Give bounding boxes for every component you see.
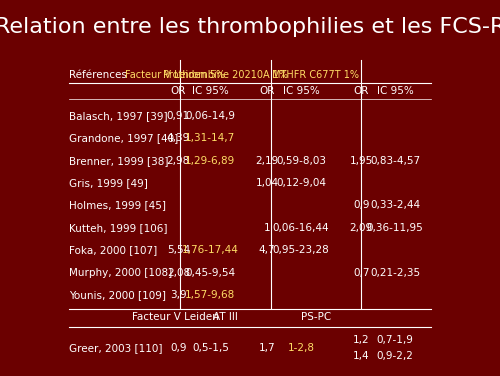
Text: IC 95%: IC 95% bbox=[377, 86, 414, 96]
Text: 1,4: 1,4 bbox=[353, 351, 370, 361]
Text: 2,98: 2,98 bbox=[166, 156, 190, 165]
Text: 5,54: 5,54 bbox=[166, 246, 190, 255]
Text: 1,76-17,44: 1,76-17,44 bbox=[182, 246, 239, 255]
Text: 1,29-6,89: 1,29-6,89 bbox=[186, 156, 236, 165]
Text: 4,7: 4,7 bbox=[258, 246, 276, 255]
Text: 1,57-9,68: 1,57-9,68 bbox=[186, 290, 236, 300]
Text: 0,7: 0,7 bbox=[353, 268, 370, 278]
Text: 3,9: 3,9 bbox=[170, 290, 186, 300]
Text: Références: Références bbox=[69, 70, 127, 80]
Text: 4,39: 4,39 bbox=[166, 133, 190, 143]
Text: 2,08: 2,08 bbox=[167, 268, 190, 278]
Text: Brenner, 1999 [38]: Brenner, 1999 [38] bbox=[69, 156, 168, 165]
Text: 0,9-2,2: 0,9-2,2 bbox=[377, 351, 414, 361]
Text: 0,06-14,9: 0,06-14,9 bbox=[186, 111, 236, 121]
Text: 0,36-11,95: 0,36-11,95 bbox=[367, 223, 424, 233]
Text: Holmes, 1999 [45]: Holmes, 1999 [45] bbox=[69, 200, 166, 211]
Text: Balasch, 1997 [39]: Balasch, 1997 [39] bbox=[69, 111, 168, 121]
Text: 0,33-2,44: 0,33-2,44 bbox=[370, 200, 420, 211]
Text: Relation entre les thrombophilies et les FCS-R: Relation entre les thrombophilies et les… bbox=[0, 17, 500, 37]
Text: 0,06-16,44: 0,06-16,44 bbox=[272, 223, 329, 233]
Text: PS-PC: PS-PC bbox=[301, 312, 331, 321]
Text: 0,9: 0,9 bbox=[170, 343, 186, 353]
Text: 1,31-14,7: 1,31-14,7 bbox=[186, 133, 236, 143]
Text: 0,95-23,28: 0,95-23,28 bbox=[272, 246, 330, 255]
Text: 1,7: 1,7 bbox=[258, 343, 276, 353]
Text: AT III: AT III bbox=[213, 312, 238, 321]
Text: Younis, 2000 [109]: Younis, 2000 [109] bbox=[69, 290, 166, 300]
Text: 0,83-4,57: 0,83-4,57 bbox=[370, 156, 420, 165]
Text: 2,09: 2,09 bbox=[350, 223, 373, 233]
Text: 2,19: 2,19 bbox=[256, 156, 278, 165]
Text: MTHFR C677T 1%: MTHFR C677T 1% bbox=[272, 70, 360, 80]
Text: IC 95%: IC 95% bbox=[192, 86, 229, 96]
Text: Kutteh, 1999 [106]: Kutteh, 1999 [106] bbox=[69, 223, 168, 233]
Text: 0,91: 0,91 bbox=[167, 111, 190, 121]
Text: 1,95: 1,95 bbox=[350, 156, 373, 165]
Text: 0,59-8,03: 0,59-8,03 bbox=[276, 156, 326, 165]
Text: 0,5-1,5: 0,5-1,5 bbox=[192, 343, 229, 353]
Text: OR: OR bbox=[170, 86, 186, 96]
Text: OR: OR bbox=[354, 86, 369, 96]
Text: Murphy, 2000 [108]: Murphy, 2000 [108] bbox=[69, 268, 172, 278]
Text: OR: OR bbox=[260, 86, 274, 96]
Text: IC 95%: IC 95% bbox=[282, 86, 320, 96]
Text: 1,04: 1,04 bbox=[256, 178, 278, 188]
Text: Gris, 1999 [49]: Gris, 1999 [49] bbox=[69, 178, 148, 188]
Text: 0,21-2,35: 0,21-2,35 bbox=[370, 268, 420, 278]
Text: Prothrombine 20210A 1%: Prothrombine 20210A 1% bbox=[163, 70, 288, 80]
Text: Facteur V Leiden: Facteur V Leiden bbox=[132, 312, 219, 321]
Text: Greer, 2003 [110]: Greer, 2003 [110] bbox=[69, 343, 162, 353]
Text: 1: 1 bbox=[264, 223, 270, 233]
Text: 0,9: 0,9 bbox=[353, 200, 370, 211]
Text: 1-2,8: 1-2,8 bbox=[288, 343, 314, 353]
Text: 1,2: 1,2 bbox=[353, 335, 370, 344]
Text: 0,7-1,9: 0,7-1,9 bbox=[377, 335, 414, 344]
Text: Facteur V Leiden 5%: Facteur V Leiden 5% bbox=[126, 70, 226, 80]
Text: 0,45-9,54: 0,45-9,54 bbox=[186, 268, 236, 278]
Text: Foka, 2000 [107]: Foka, 2000 [107] bbox=[69, 246, 157, 255]
Text: Grandone, 1997 [40]: Grandone, 1997 [40] bbox=[69, 133, 178, 143]
Text: 0,12-9,04: 0,12-9,04 bbox=[276, 178, 326, 188]
